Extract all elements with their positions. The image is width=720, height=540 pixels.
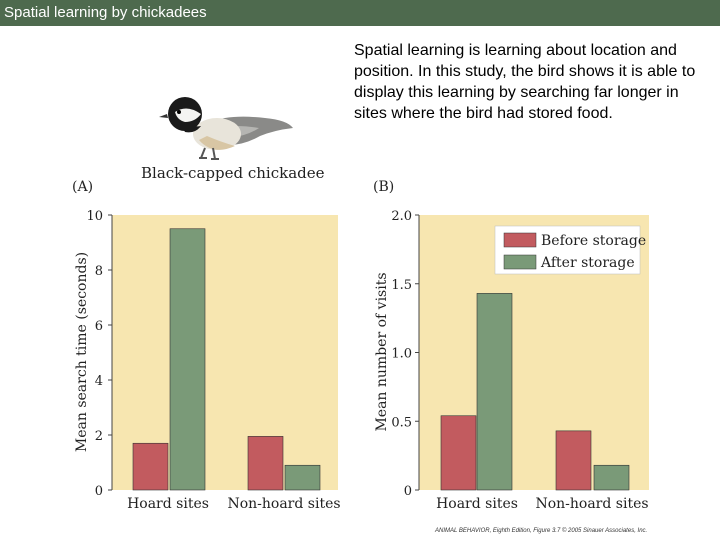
panel-b-y-ticks: 0 0.5 1.0 1.5 2.0 bbox=[391, 209, 419, 499]
panel-b-y-label: Mean number of visits bbox=[374, 272, 390, 431]
panel-b-bar-after-hoard bbox=[476, 293, 513, 491]
panel-b-tick-label: 0.5 bbox=[391, 415, 412, 430]
panel-b-tick-label: 1.0 bbox=[391, 347, 412, 362]
panel-a-tick-label: 0 bbox=[95, 484, 103, 499]
legend: Before storage After storage bbox=[494, 225, 646, 275]
panel-b-bar-before-nonhoard bbox=[555, 430, 592, 491]
description-text: Spatial learning is learning about locat… bbox=[354, 42, 696, 122]
panel-a-background bbox=[112, 215, 338, 490]
legend-swatch-before bbox=[503, 232, 537, 248]
panel-a-tick-label: 10 bbox=[86, 209, 103, 224]
legend-label-after: After storage bbox=[540, 255, 635, 271]
panel-a-tick-label: 2 bbox=[95, 429, 103, 444]
panel-b-category-hoard: Hoard sites bbox=[436, 496, 518, 512]
panel-a-tick-label: 6 bbox=[95, 319, 103, 334]
panel-a-bars bbox=[132, 228, 321, 491]
panel-a-y-label: Mean search time (seconds) bbox=[74, 252, 90, 452]
chickadee-illustration bbox=[159, 97, 293, 160]
title-bar: Spatial learning by chickadees bbox=[0, 0, 720, 26]
panel-b-bars bbox=[440, 293, 630, 491]
panel-b-background bbox=[419, 215, 649, 490]
chickadee-icon bbox=[159, 97, 293, 160]
panel-b-category-nonhoard: Non-hoard sites bbox=[535, 496, 648, 512]
legend-label-before: Before storage bbox=[541, 233, 646, 249]
panel-label-b: (B) bbox=[373, 179, 394, 195]
panel-a-bar-before-nonhoard bbox=[247, 436, 284, 491]
panel-a-y-ticks: 0 2 4 6 8 10 bbox=[86, 209, 112, 499]
figure-credit: ANIMAL BEHAVIOR, Eighth Edition, Figure … bbox=[435, 528, 648, 534]
page-title: Spatial learning by chickadees bbox=[4, 4, 207, 21]
legend-swatch-after bbox=[503, 254, 537, 270]
panel-label-a: (A) bbox=[72, 179, 93, 195]
panel-b-tick-label: 0 bbox=[404, 484, 412, 499]
legend-background bbox=[494, 225, 641, 275]
panel-b-bar-before-hoard bbox=[440, 415, 477, 491]
panel-a-bar-after-hoard bbox=[169, 228, 206, 491]
bird-caption: Black-capped chickadee bbox=[141, 164, 325, 182]
panel-a-bar-after-nonhoard bbox=[284, 464, 321, 491]
panel-a-category-hoard: Hoard sites bbox=[127, 496, 209, 512]
panel-a-tick-label: 4 bbox=[95, 374, 103, 389]
panel-a-tick-label: 8 bbox=[95, 264, 103, 279]
panel-a-bar-before-hoard bbox=[132, 442, 169, 491]
panel-b-tick-label: 1.5 bbox=[391, 278, 412, 293]
panel-a-category-nonhoard: Non-hoard sites bbox=[227, 496, 340, 512]
panel-b-tick-label: 2.0 bbox=[391, 209, 412, 224]
panel-b-bar-after-nonhoard bbox=[593, 464, 630, 491]
